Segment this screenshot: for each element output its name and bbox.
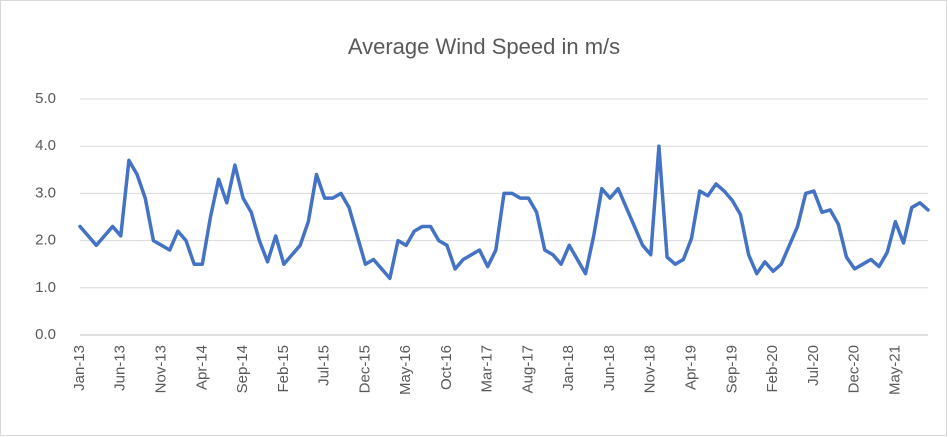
- y-tick-label: 1.0: [35, 279, 56, 296]
- x-tick-label: Jul-15: [316, 345, 333, 386]
- chart-title: Average Wind Speed in m/s: [348, 34, 620, 59]
- y-tick-label: 5.0: [35, 90, 56, 107]
- x-tick-label: Apr-14: [193, 345, 210, 390]
- line-series: [78, 144, 930, 281]
- y-tick-label: 0.0: [35, 326, 56, 343]
- x-tick-label: Nov-13: [153, 345, 170, 393]
- x-tick-label: Sep-14: [234, 345, 251, 393]
- y-tick-label: 4.0: [35, 137, 56, 154]
- x-tick-label: Mar-17: [479, 345, 496, 393]
- x-tick-label: May-21: [886, 345, 903, 395]
- x-tick-label: Jun-13: [112, 345, 129, 391]
- x-tick-label: Oct-16: [438, 345, 455, 390]
- x-tick-label: Dec-20: [846, 345, 863, 393]
- x-tick-label: Feb-20: [764, 345, 781, 393]
- x-tick-label: Aug-17: [519, 345, 536, 393]
- x-tick-label: Dec-15: [356, 345, 373, 393]
- x-tick-label: Jun-18: [601, 345, 618, 391]
- x-tick-label: Jan-13: [71, 345, 88, 391]
- x-tick-label: Jan-18: [560, 345, 577, 391]
- x-tick-label: Apr-19: [683, 345, 700, 390]
- x-tick-label: Sep-19: [723, 345, 740, 393]
- y-tick-label: 2.0: [35, 232, 56, 249]
- x-tick-label: Feb-15: [275, 345, 292, 393]
- x-tick-label: Jul-20: [805, 345, 822, 386]
- x-tick-label: Nov-18: [642, 345, 659, 393]
- x-tick-label: May-16: [397, 345, 414, 395]
- y-tick-label: 3.0: [35, 184, 56, 201]
